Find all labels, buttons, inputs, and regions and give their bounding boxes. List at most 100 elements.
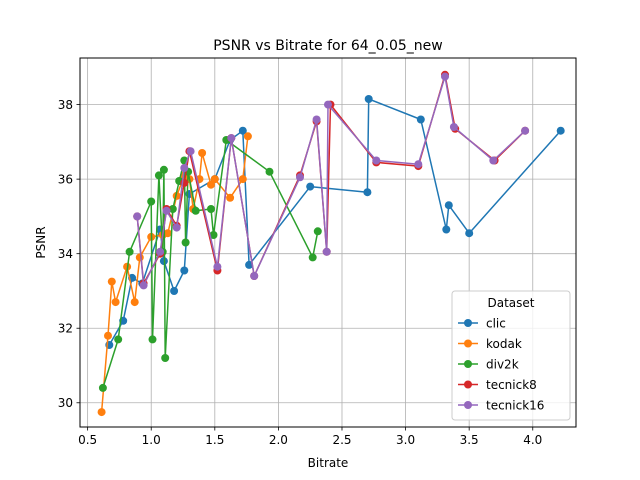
x-tick-label: 1.0 <box>142 433 161 447</box>
data-point-tecnick16 <box>449 123 458 131</box>
data-point-kodak <box>111 298 120 307</box>
data-point-tecnick16 <box>489 156 498 165</box>
data-point-tecnick16 <box>324 100 332 109</box>
legend-item-tecnick8: tecnick8 <box>458 378 537 392</box>
ticks: 0.5 1.0 1.5 2.0 2.5 3.0 3.5 4.0 30 32 34 36 38 <box>58 98 543 447</box>
data-point-div2k <box>98 383 107 392</box>
legend-items: clic kodak div2k tecnick8 tecnick16 <box>458 317 544 413</box>
data-point-kodak <box>104 331 112 340</box>
data-point-div2k <box>207 205 215 213</box>
data-point-div2k <box>161 354 170 362</box>
y-tick-label: 34 <box>58 247 73 261</box>
data-point-kodak <box>210 175 219 184</box>
legend-label: tecnick16 <box>486 399 544 413</box>
x-axis-label: Bitrate <box>308 456 349 470</box>
data-point-tecnick16 <box>156 247 165 256</box>
data-point-div2k <box>308 253 317 262</box>
data-point-div2k <box>181 238 190 247</box>
x-tick-label: 2.5 <box>332 433 351 447</box>
data-point-kodak <box>243 132 252 141</box>
data-point-tecnick16 <box>227 134 236 143</box>
data-point-tecnick16 <box>250 272 259 280</box>
data-point-tecnick16 <box>322 247 331 256</box>
data-point-kodak <box>130 298 139 307</box>
y-tick-label: 38 <box>58 98 73 112</box>
data-point-div2k <box>209 231 218 239</box>
legend-marker <box>464 319 472 327</box>
legend-label: tecnick8 <box>486 378 537 392</box>
data-point-clic <box>444 201 453 210</box>
series-layer <box>97 70 565 417</box>
data-point-clic <box>556 126 565 135</box>
legend-frame <box>451 290 571 421</box>
series-tecnick16 <box>133 72 530 290</box>
data-point-tecnick16 <box>296 173 304 182</box>
data-point-tecnick16 <box>372 156 381 165</box>
y-tick-label: 36 <box>58 172 73 186</box>
plot-frame <box>79 57 577 428</box>
legend-marker <box>464 360 472 368</box>
data-point-kodak <box>163 229 172 238</box>
data-point-clic <box>363 188 372 197</box>
legend-item-kodak: kodak <box>458 337 522 351</box>
data-point-tecnick16 <box>180 164 189 172</box>
data-point-tecnick16 <box>521 126 530 135</box>
data-point-tecnick16 <box>162 206 171 215</box>
legend-label: clic <box>486 317 506 331</box>
x-tick-label: 3.5 <box>460 433 479 447</box>
legend-label: kodak <box>486 337 522 351</box>
legend: Dataset clic kodak div2k tecnick8 tecnick16 <box>451 290 571 421</box>
data-point-kodak <box>135 253 144 262</box>
series-kodak <box>97 132 252 417</box>
x-tick-label: 3.0 <box>396 433 415 447</box>
data-point-div2k <box>168 205 177 213</box>
legend-marker <box>464 339 472 348</box>
data-point-tecnick16 <box>441 72 449 81</box>
data-point-div2k <box>147 197 156 206</box>
chart-title: PSNR vs Bitrate for 64_0.05_new <box>213 38 443 54</box>
legend-item-div2k: div2k <box>458 358 519 372</box>
data-point-tecnick16 <box>133 212 142 221</box>
data-point-kodak <box>238 175 247 184</box>
data-point-kodak <box>198 149 207 157</box>
data-point-tecnick16 <box>312 115 321 124</box>
data-point-tecnick16 <box>139 281 148 290</box>
data-point-div2k <box>125 247 134 256</box>
y-axis-label: PSNR <box>34 226 48 258</box>
data-point-div2k <box>114 335 123 344</box>
data-point-kodak <box>107 277 116 286</box>
data-point-div2k <box>154 171 163 180</box>
data-point-tecnick16 <box>213 262 222 271</box>
data-point-kodak <box>226 193 235 202</box>
legend-marker <box>464 380 472 389</box>
data-point-clic <box>238 126 247 135</box>
legend-item-clic: clic <box>458 317 506 331</box>
data-point-tecnick16 <box>172 223 181 232</box>
data-point-clic <box>364 95 373 103</box>
data-point-clic <box>245 260 254 269</box>
data-point-tecnick16 <box>414 160 423 169</box>
legend-marker <box>464 401 472 409</box>
data-point-clic <box>306 182 315 191</box>
data-point-clic <box>465 229 474 238</box>
x-tick-label: 1.5 <box>205 433 224 447</box>
data-point-kodak <box>97 408 106 417</box>
y-tick-label: 32 <box>58 322 73 336</box>
data-point-clic <box>416 115 425 124</box>
data-point-div2k <box>313 227 322 236</box>
legend-title: Dataset <box>488 296 535 310</box>
data-point-clic <box>170 287 179 295</box>
data-point-div2k <box>148 335 157 344</box>
data-point-div2k <box>191 206 200 215</box>
data-point-tecnick16 <box>186 147 195 156</box>
data-point-clic <box>442 225 451 234</box>
series-div2k <box>98 136 322 392</box>
x-tick-label: 0.5 <box>78 433 97 447</box>
data-point-clic <box>180 266 189 275</box>
data-point-div2k <box>159 165 168 174</box>
y-tick-label: 30 <box>58 396 73 410</box>
x-tick-label: 4.0 <box>523 433 542 447</box>
data-point-div2k <box>265 167 274 176</box>
x-tick-label: 2.0 <box>269 433 288 447</box>
